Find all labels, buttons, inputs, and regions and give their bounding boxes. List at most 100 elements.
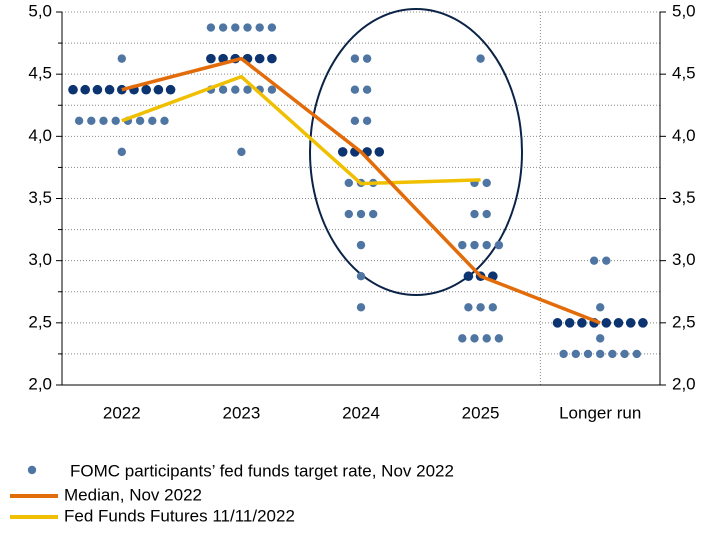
dot (596, 303, 605, 312)
dot (237, 147, 246, 157)
y-tick-label: 3,0 (28, 250, 52, 269)
y-tick-label: 3,5 (28, 188, 52, 207)
dot (218, 23, 228, 32)
dot (356, 272, 366, 281)
dot (254, 53, 265, 64)
dot (243, 23, 252, 32)
dot (613, 318, 624, 328)
dot (601, 318, 612, 328)
dot (476, 303, 485, 312)
dot (589, 256, 599, 265)
dot (374, 147, 385, 157)
dot (620, 349, 629, 359)
dot (87, 116, 96, 125)
dot (356, 209, 366, 219)
dot (602, 256, 611, 265)
dot (206, 53, 216, 64)
legend-dot (27, 465, 37, 475)
grid (62, 11, 660, 386)
y2-tick-label: 5,0 (672, 1, 696, 20)
dot (111, 116, 120, 125)
dot (464, 303, 473, 312)
y2-tick-label: 3,5 (672, 188, 696, 207)
dot (92, 84, 103, 95)
dot (117, 54, 127, 63)
dot (206, 23, 216, 32)
dot (74, 116, 84, 125)
dot (458, 334, 467, 343)
dot (369, 209, 378, 219)
y2-tick-label: 2,5 (672, 312, 696, 331)
dot (243, 85, 252, 94)
dot (117, 147, 127, 157)
dot (218, 85, 228, 94)
dot (99, 116, 108, 125)
dot (463, 271, 474, 282)
y2-tick-label: 3,0 (672, 250, 696, 269)
y-tick-label: 4,5 (28, 64, 52, 83)
dot (596, 349, 605, 359)
dot (350, 54, 360, 63)
dot (267, 23, 277, 32)
dot (638, 318, 648, 328)
dot (362, 116, 372, 125)
x-tick-label: 2023 (222, 403, 260, 422)
dot (231, 23, 240, 32)
dot (362, 54, 372, 63)
dot (160, 116, 169, 125)
legend-label: Fed Funds Futures 11/11/2022 (64, 506, 295, 525)
highlight-ellipse (309, 8, 523, 296)
dot (344, 178, 353, 188)
dot (148, 116, 157, 125)
legend-label: Median, Nov 2022 (64, 485, 202, 504)
dot (577, 318, 587, 328)
dot (482, 240, 491, 250)
dot (482, 334, 491, 343)
dot (470, 240, 479, 250)
dot (596, 334, 605, 343)
y-tick-label: 5,0 (28, 1, 52, 20)
dot (80, 84, 90, 95)
dot (571, 349, 580, 359)
dot (559, 349, 568, 359)
dot (488, 303, 497, 312)
y-tick-label: 4,0 (28, 126, 52, 145)
dot (458, 240, 467, 250)
y-tick-label: 2,5 (28, 312, 52, 331)
dot (153, 84, 164, 95)
legend-label: FOMC participants’ fed funds target rate… (70, 461, 454, 480)
dot (632, 349, 641, 359)
x-tick-label: 2025 (462, 403, 500, 422)
dot (231, 85, 240, 94)
dot (337, 147, 348, 157)
dot (476, 54, 485, 63)
line-series (121, 74, 481, 186)
dot (494, 240, 504, 250)
dot (482, 209, 491, 219)
y-tick-label: 2,0 (28, 374, 52, 393)
dot (608, 349, 617, 359)
dot (104, 84, 115, 95)
dot (552, 318, 563, 328)
y2-tick-label: 4,5 (672, 64, 696, 83)
dot (350, 116, 360, 125)
x-tick-label: 2022 (103, 403, 141, 422)
dot (356, 303, 366, 312)
dot (267, 53, 277, 64)
dot (564, 318, 575, 328)
y2-tick-label: 4,0 (672, 126, 696, 145)
dot (470, 209, 479, 219)
y2-tick-label: 2,0 (672, 374, 696, 393)
dot (350, 85, 360, 94)
dot (494, 334, 504, 343)
dot (362, 85, 372, 94)
dot (356, 240, 366, 250)
dot (344, 209, 353, 219)
dot (583, 349, 593, 359)
dot (68, 84, 78, 95)
line-series (121, 56, 601, 325)
dot (255, 23, 264, 32)
dot (625, 318, 636, 328)
